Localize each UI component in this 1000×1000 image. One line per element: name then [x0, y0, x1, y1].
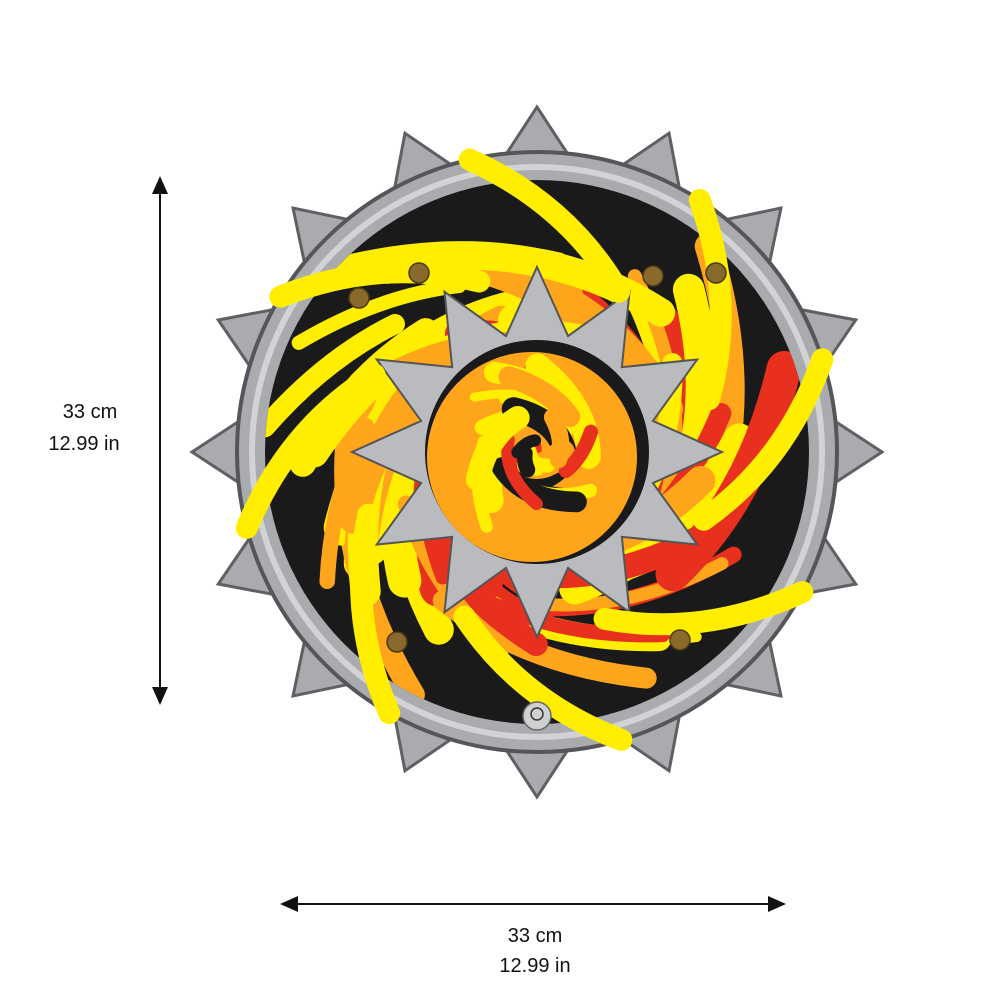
shield [189, 104, 885, 800]
rivet [408, 262, 430, 284]
height-metric: 33 cm [62, 401, 118, 423]
width-imperial: 12.99 in [499, 955, 571, 977]
flame-tongue [458, 148, 631, 303]
core-flames [235, 148, 834, 751]
core-swirl [498, 366, 581, 428]
rivet [348, 287, 370, 309]
rivet [386, 631, 408, 653]
rivet [705, 262, 727, 284]
core-swirl [558, 424, 599, 478]
flame-swirl [265, 314, 405, 438]
flame-tongue [350, 503, 401, 725]
core-swirl [526, 454, 555, 473]
flame-tongue [593, 581, 814, 636]
core-swirl [501, 433, 543, 511]
flame-tongue [269, 261, 491, 308]
logo-badge [522, 701, 552, 731]
core-swirl [543, 408, 570, 469]
flame-swirl [433, 524, 573, 634]
core-swirl [511, 434, 542, 459]
rivets [348, 262, 727, 653]
core-swirl [465, 405, 530, 492]
width-metric: 33 cm [507, 925, 563, 947]
core-swirl [516, 445, 536, 478]
flame-swirl [291, 278, 467, 350]
flame-tongue [688, 188, 732, 411]
flame-swirl [319, 418, 375, 590]
rivet [669, 629, 691, 651]
height-imperial: 12.99 in [48, 433, 120, 455]
rivet [642, 265, 664, 287]
flame-tongue [453, 605, 633, 751]
flame-tongue [235, 363, 386, 539]
flame-tongue [692, 348, 834, 531]
flame-swirl [672, 273, 718, 477]
